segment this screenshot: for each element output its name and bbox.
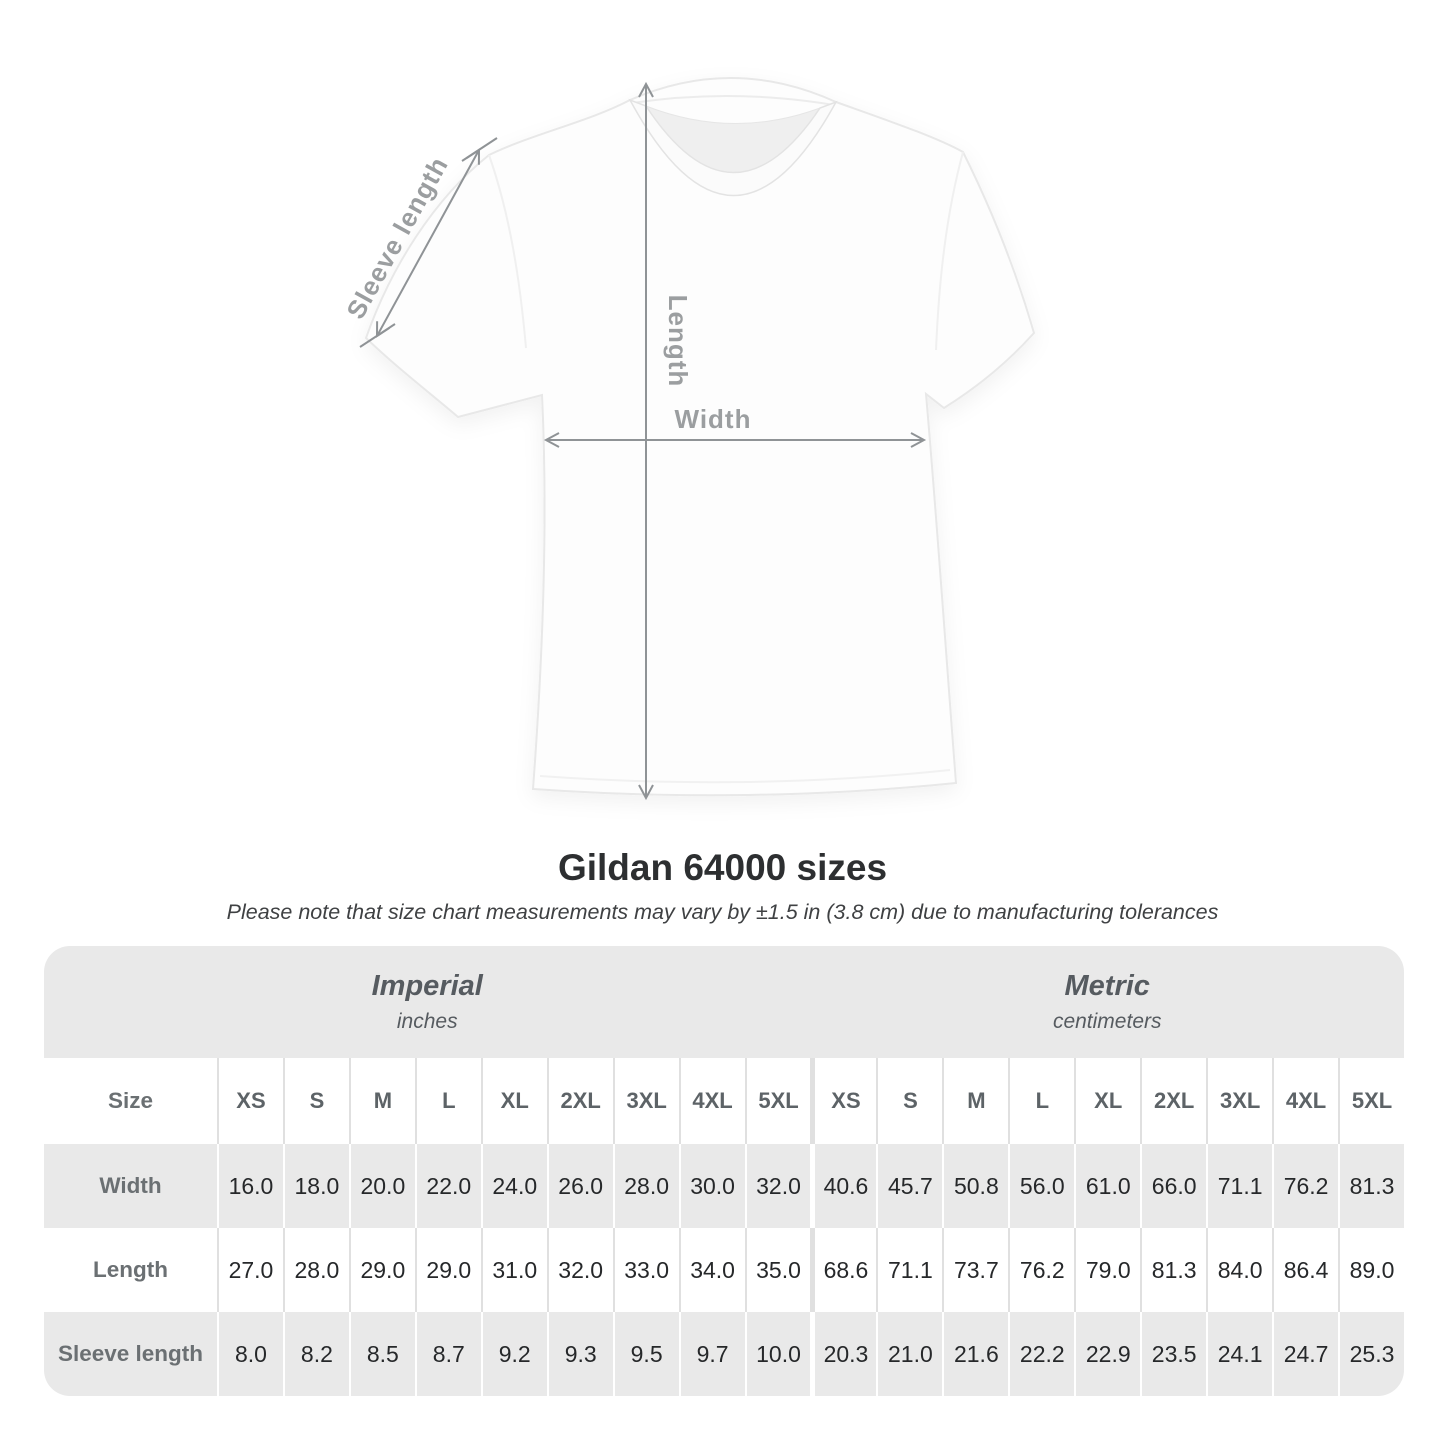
table-cell-sleeve-length-metric-3xl: 24.1: [1206, 1312, 1273, 1397]
column-header-metric-4xl: 4XL: [1272, 1058, 1339, 1145]
table-cell-length-imperial-3xl: 33.0: [612, 1228, 679, 1313]
measurement-arrows: [359, 81, 927, 801]
column-header-imperial-5xl: 5XL: [744, 1058, 811, 1145]
group-header-metric: Metric centimeters: [810, 946, 1404, 1059]
table-cell-width-metric-xs: 40.6: [810, 1144, 877, 1229]
table-cell-length-metric-3xl: 84.0: [1206, 1228, 1273, 1313]
table-cell-sleeve-length-imperial-xl: 9.2: [480, 1312, 547, 1397]
column-header-metric-2xl: 2XL: [1140, 1058, 1207, 1145]
tshirt-size-diagram: Sleeve length Length Width: [340, 77, 1036, 801]
table-cell-width-imperial-4xl: 30.0: [678, 1144, 745, 1229]
table-cell-length-imperial-s: 28.0: [282, 1228, 349, 1313]
sleeve-arrow-top-tick: [461, 137, 498, 162]
collar-back-seam: [631, 94, 835, 106]
table-cell-sleeve-length-metric-m: 21.6: [942, 1312, 1009, 1397]
size-header-cell: Size: [44, 1058, 217, 1145]
column-header-metric-5xl: 5XL: [1338, 1058, 1404, 1145]
table-cell-length-metric-4xl: 86.4: [1272, 1228, 1339, 1313]
table-cell-length-imperial-xl: 31.0: [480, 1228, 547, 1313]
table-cell-width-imperial-s: 18.0: [282, 1144, 349, 1229]
table-cell-width-imperial-m: 20.0: [348, 1144, 415, 1229]
table-cell-sleeve-length-metric-4xl: 24.7: [1272, 1312, 1339, 1397]
width-label: Width: [675, 404, 752, 434]
table-cell-width-metric-l: 56.0: [1008, 1144, 1075, 1229]
table-cell-length-metric-2xl: 81.3: [1140, 1228, 1207, 1313]
column-header-imperial-xl: XL: [480, 1058, 547, 1145]
table-cell-width-metric-s: 45.7: [876, 1144, 943, 1229]
table-cell-length-imperial-l: 29.0: [414, 1228, 481, 1313]
table-cell-length-metric-xl: 79.0: [1074, 1228, 1141, 1313]
table-cell-length-metric-5xl: 89.0: [1338, 1228, 1404, 1313]
column-header-metric-3xl: 3XL: [1206, 1058, 1273, 1145]
table-cell-sleeve-length-imperial-l: 8.7: [414, 1312, 481, 1397]
page-subtitle: Please note that size chart measurements…: [226, 900, 1219, 925]
table-cell-length-metric-l: 76.2: [1008, 1228, 1075, 1313]
column-header-metric-xs: XS: [810, 1058, 877, 1145]
table-cell-width-metric-xl: 61.0: [1074, 1144, 1141, 1229]
sleeve-arrow-bottom-tick: [359, 323, 396, 348]
table-cell-length-imperial-xs: 27.0: [217, 1228, 283, 1313]
table-cell-length-metric-m: 73.7: [942, 1228, 1009, 1313]
collar-band: [628, 98, 838, 197]
column-header-imperial-3xl: 3XL: [612, 1058, 679, 1145]
row-label-sleeve-length: Sleeve length: [44, 1312, 217, 1397]
column-header-imperial-m: M: [348, 1058, 415, 1145]
row-label-length: Length: [44, 1228, 217, 1313]
table-cell-length-imperial-m: 29.0: [348, 1228, 415, 1313]
group-unit-metric: centimeters: [1052, 1010, 1162, 1034]
table-cell-width-imperial-l: 22.0: [414, 1144, 481, 1229]
group-label-imperial: Imperial: [371, 970, 483, 1003]
tshirt-graphic: [364, 77, 1036, 797]
column-header-imperial-s: S: [282, 1058, 349, 1145]
sleeve-length-arrow: [375, 148, 481, 338]
table-cell-length-imperial-5xl: 35.0: [744, 1228, 811, 1313]
column-header-metric-xl: XL: [1074, 1058, 1141, 1145]
table-cell-sleeve-length-imperial-s: 8.2: [282, 1312, 349, 1397]
size-table: Imperial inches Metric centimeters Size XS S M L…: [44, 946, 1404, 1397]
hem-seam: [539, 769, 951, 784]
column-header-imperial-l: L: [414, 1058, 481, 1145]
table-cell-sleeve-length-metric-s: 21.0: [876, 1312, 943, 1397]
group-header-imperial: Imperial inches: [44, 946, 811, 1059]
table-cell-length-imperial-2xl: 32.0: [546, 1228, 613, 1313]
table-cell-sleeve-length-imperial-4xl: 9.7: [678, 1312, 745, 1397]
row-label-width: Width: [44, 1144, 217, 1229]
table-cell-length-metric-xs: 68.6: [810, 1228, 877, 1313]
length-label: Length: [663, 295, 693, 388]
column-header-metric-s: S: [876, 1058, 943, 1145]
table-cell-sleeve-length-imperial-5xl: 10.0: [744, 1312, 811, 1397]
table-cell-sleeve-length-metric-xs: 20.3: [810, 1312, 877, 1397]
column-header-metric-m: M: [942, 1058, 1009, 1145]
table-cell-sleeve-length-imperial-3xl: 9.5: [612, 1312, 679, 1397]
table-cell-length-metric-s: 71.1: [876, 1228, 943, 1313]
table-cell-width-metric-3xl: 71.1: [1206, 1144, 1273, 1229]
table-cell-length-imperial-4xl: 34.0: [678, 1228, 745, 1313]
table-cell-width-imperial-xl: 24.0: [480, 1144, 547, 1229]
group-label-metric: Metric: [1064, 970, 1150, 1003]
table-cell-width-metric-4xl: 76.2: [1272, 1144, 1339, 1229]
table-cell-width-metric-5xl: 81.3: [1338, 1144, 1404, 1229]
column-header-metric-l: L: [1008, 1058, 1075, 1145]
table-cell-width-imperial-xs: 16.0: [217, 1144, 283, 1229]
table-cell-sleeve-length-imperial-xs: 8.0: [217, 1312, 283, 1397]
column-header-imperial-xs: XS: [217, 1058, 283, 1145]
table-cell-sleeve-length-metric-l: 22.2: [1008, 1312, 1075, 1397]
group-unit-imperial: inches: [396, 1010, 458, 1034]
table-cell-width-metric-2xl: 66.0: [1140, 1144, 1207, 1229]
page-title: Gildan 64000 sizes: [557, 847, 888, 888]
column-header-imperial-2xl: 2XL: [546, 1058, 613, 1145]
table-cell-sleeve-length-metric-5xl: 25.3: [1338, 1312, 1404, 1397]
table-cell-width-imperial-3xl: 28.0: [612, 1144, 679, 1229]
table-cell-width-imperial-5xl: 32.0: [744, 1144, 811, 1229]
table-cell-sleeve-length-imperial-m: 8.5: [348, 1312, 415, 1397]
table-cell-sleeve-length-metric-2xl: 23.5: [1140, 1312, 1207, 1397]
table-cell-width-metric-m: 50.8: [942, 1144, 1009, 1229]
table-cell-width-imperial-2xl: 26.0: [546, 1144, 613, 1229]
right-sleeve-seam: [935, 151, 964, 351]
left-sleeve-seam: [488, 154, 527, 349]
table-cell-sleeve-length-metric-xl: 22.9: [1074, 1312, 1141, 1397]
column-header-imperial-4xl: 4XL: [678, 1058, 745, 1145]
table-cell-sleeve-length-imperial-2xl: 9.3: [546, 1312, 613, 1397]
